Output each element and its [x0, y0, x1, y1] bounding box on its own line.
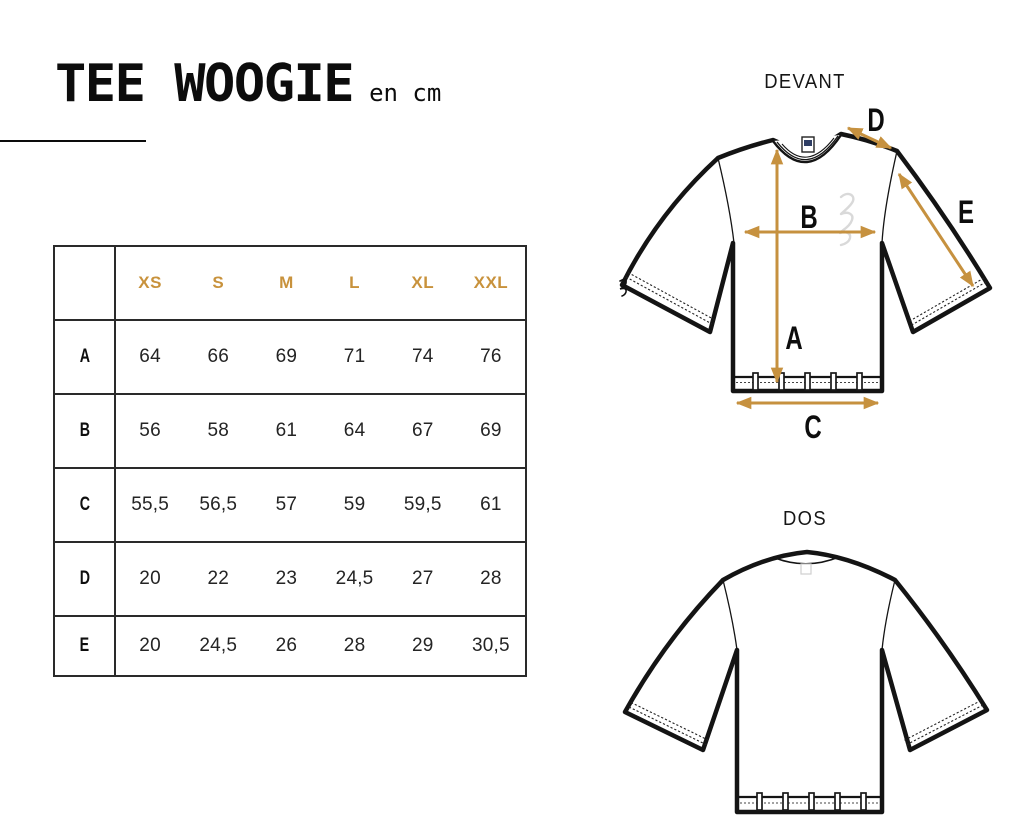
size-cell: 71: [343, 346, 366, 367]
measure-arrow-d: [846, 126, 893, 150]
table-row-a: A 64 66 69 71 74 76: [55, 319, 525, 393]
page-title: TEE WOOGIE: [55, 54, 355, 114]
front-seam-left: [717, 157, 735, 244]
size-cell: 61: [275, 420, 298, 441]
corner-cell: [55, 247, 116, 319]
title-underline: [0, 140, 146, 142]
size-cell: 69: [480, 420, 502, 441]
front-diagram-title: DEVANT: [764, 71, 846, 93]
size-cell: 22: [207, 568, 230, 589]
size-cell: 20: [139, 635, 161, 656]
size-cell: 56: [139, 420, 161, 441]
size-cell: 59: [343, 494, 366, 515]
size-cell: 55,5: [131, 494, 169, 515]
table-row-c: C 55,5 56,5 57 59 59,5 61: [55, 467, 525, 541]
care-label-print: [804, 140, 812, 146]
measure-letter-e: E: [958, 194, 974, 230]
column-header-s: S: [212, 273, 225, 292]
size-cell: 20: [139, 568, 161, 589]
tshirt-back-diagram: [622, 549, 990, 815]
row-label-c: C: [79, 494, 90, 515]
size-cell: 57: [275, 494, 298, 515]
column-header-xs: XS: [138, 273, 162, 292]
row-label-a: A: [79, 346, 90, 367]
measure-arrows: [735, 126, 975, 410]
measure-letter-b: B: [800, 199, 817, 235]
hem-tabs: [756, 792, 867, 811]
back-seam-right: [881, 579, 896, 651]
size-cell: 59,5: [403, 494, 442, 515]
size-cell: 61: [480, 494, 502, 515]
measure-letter-d: D: [867, 102, 884, 138]
size-cell: 66: [207, 346, 230, 367]
size-cell: 64: [139, 346, 161, 367]
measure-letter-c: C: [804, 409, 821, 445]
front-seam-right: [881, 150, 898, 244]
table-row-d: D 20 22 23 24,5 27 28: [55, 541, 525, 615]
cuff-flag-label-icon: [619, 278, 627, 297]
row-label-e: E: [79, 635, 90, 656]
column-header-xl: XL: [411, 273, 435, 292]
size-cell: 74: [411, 346, 434, 367]
size-cell: 24,5: [199, 635, 238, 656]
size-cell: 24,5: [335, 568, 374, 589]
tshirt-front-diagram: A B C D E: [619, 102, 993, 445]
column-header-xxl: XXL: [473, 273, 509, 292]
size-cell: 76: [480, 346, 502, 367]
back-label-patch: [800, 563, 812, 575]
size-cell: 30,5: [472, 635, 510, 656]
unit-label: en cm: [369, 79, 442, 107]
row-label-d: D: [79, 568, 90, 589]
tshirt-front-outline: [619, 131, 993, 394]
size-cell: 67: [411, 420, 434, 441]
size-cell: 58: [207, 420, 230, 441]
tshirt-back-outline: [622, 549, 990, 815]
back-diagram-title: DOS: [782, 508, 828, 530]
collar-inner-2: [781, 137, 835, 158]
size-cell: 29: [411, 635, 434, 656]
row-label-b: B: [79, 420, 90, 441]
column-header-l: L: [349, 273, 361, 292]
size-table: XS S M L XL XXL A 64 66 69 71 74 76 B 56…: [53, 245, 527, 677]
measure-letter-a: A: [785, 320, 802, 356]
size-cell: 23: [275, 568, 298, 589]
column-header-m: M: [279, 273, 294, 292]
size-cell: 56,5: [199, 494, 238, 515]
back-seam-left: [722, 579, 738, 651]
size-cell: 28: [343, 635, 366, 656]
table-header-row: XS S M L XL XXL: [55, 247, 525, 319]
title-block: TEE WOOGIE en cm: [55, 58, 441, 110]
measure-arrow-e: [897, 172, 975, 288]
size-cell: 27: [411, 568, 434, 589]
table-row-b: B 56 58 61 64 67 69: [55, 393, 525, 467]
size-cell: 69: [275, 346, 298, 367]
size-cell: 26: [275, 635, 298, 656]
size-cell: 28: [480, 568, 502, 589]
size-cell: 64: [343, 420, 366, 441]
table-row-e: E 20 24,5 26 28 29 30,5: [55, 615, 525, 675]
